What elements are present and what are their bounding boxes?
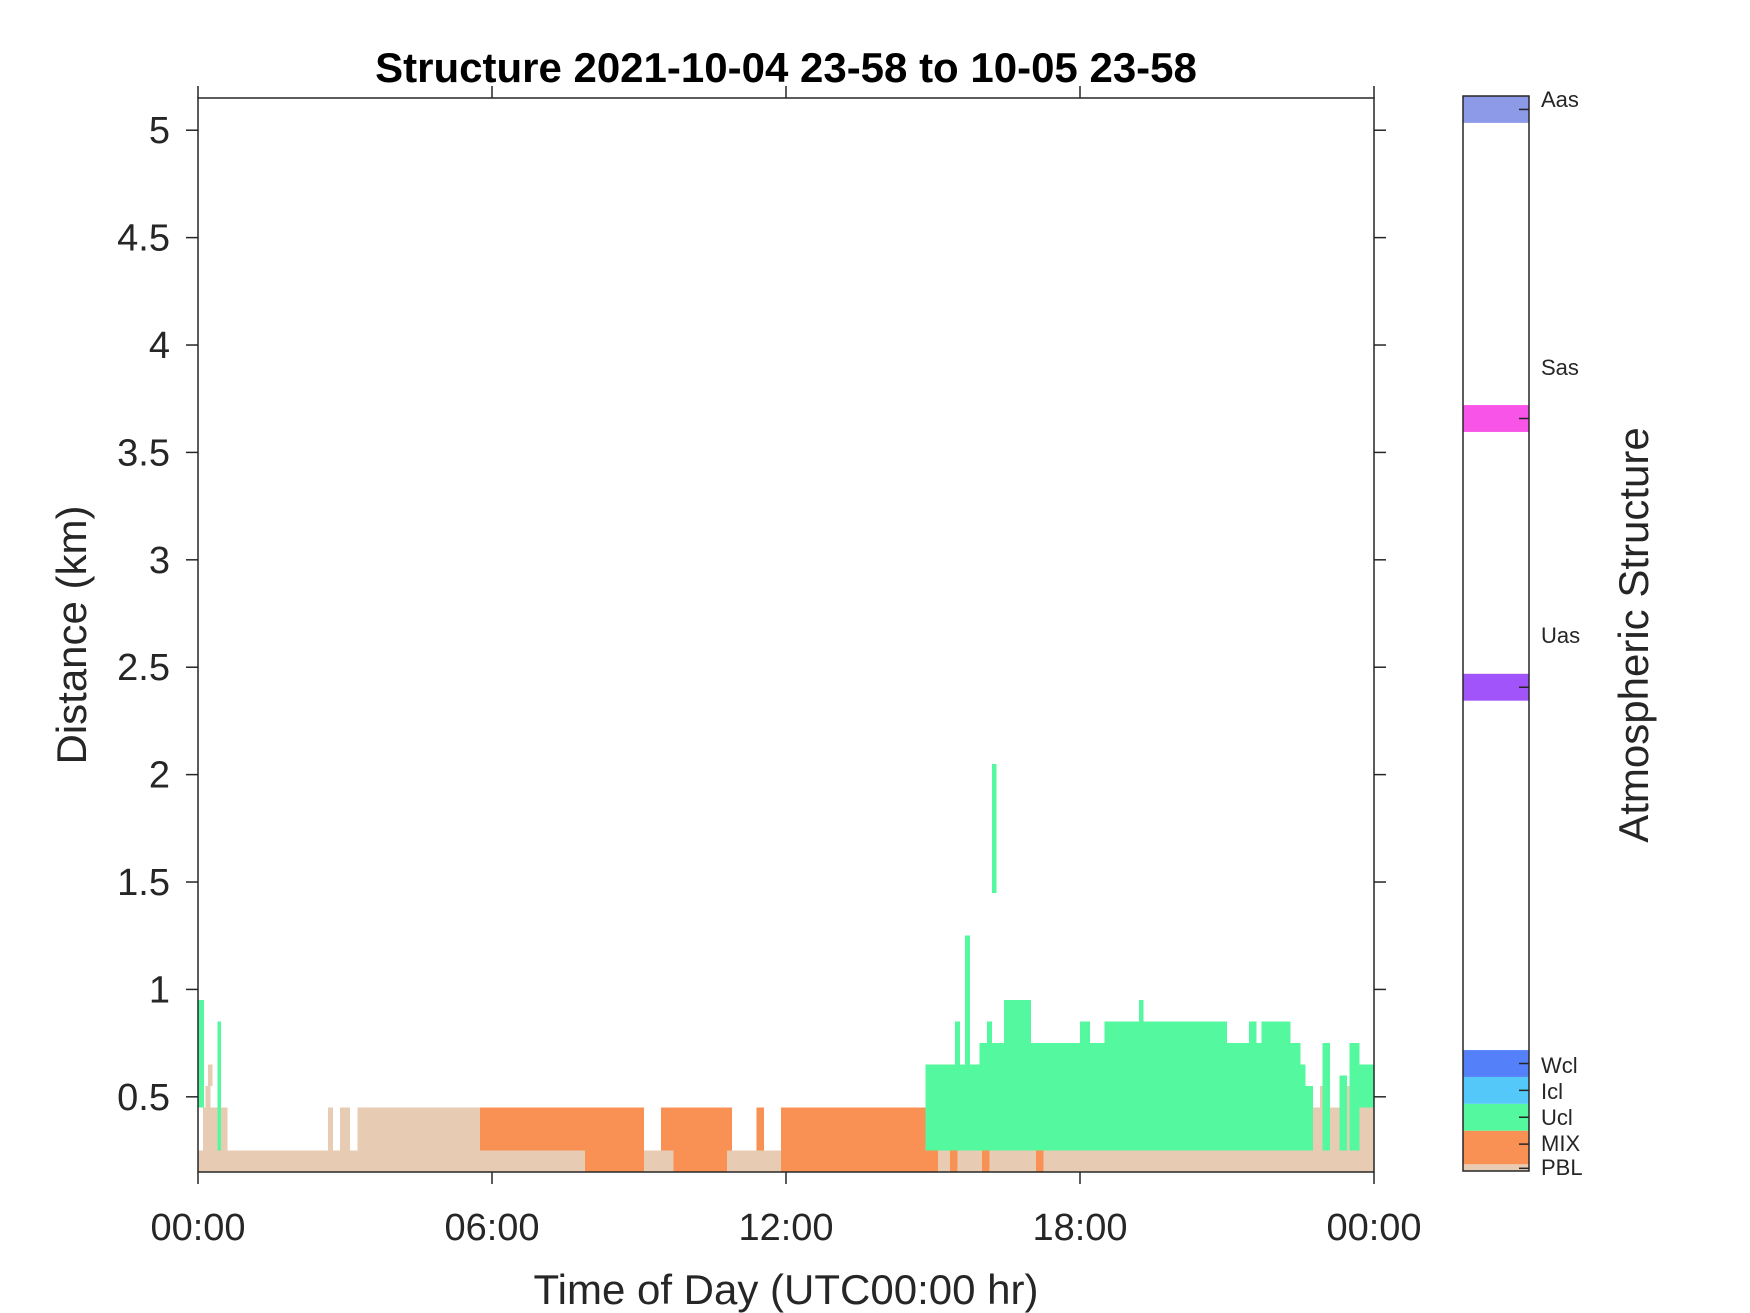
colorbar-label-mix: MIX bbox=[1541, 1131, 1580, 1156]
y-tick-label: 4.5 bbox=[117, 218, 170, 260]
structure-cell-pbl bbox=[327, 1107, 333, 1151]
y-tick-label: 1.5 bbox=[117, 862, 170, 904]
structure-cell-ucl bbox=[1138, 1000, 1144, 1022]
structure-cell-ucl bbox=[1359, 1064, 1374, 1108]
structure-cell-mix bbox=[673, 1150, 728, 1172]
y-tick-label: 1 bbox=[149, 969, 170, 1011]
colorbar-band-mix bbox=[1463, 1130, 1529, 1165]
plot-data-layer bbox=[198, 763, 1374, 1172]
structure-cell-ucl bbox=[1339, 1075, 1348, 1151]
structure-cell-mix bbox=[982, 1150, 990, 1172]
structure-cell-ucl bbox=[1349, 1043, 1360, 1151]
structure-cell-pbl bbox=[205, 1086, 211, 1108]
colorbar-label-icl: Icl bbox=[1541, 1079, 1563, 1104]
structure-cell-mix bbox=[661, 1107, 733, 1151]
structure-cell-ucl bbox=[986, 1021, 992, 1044]
colorbar-band-uas bbox=[1463, 673, 1529, 701]
colorbar-band-wcl bbox=[1463, 1050, 1529, 1077]
structure-cell-pbl bbox=[357, 1107, 480, 1151]
structure-cell-mix bbox=[781, 1150, 938, 1172]
chart-title: Structure 2021-10-04 23-58 to 10-05 23-5… bbox=[375, 44, 1197, 91]
x-tick-label: 00:00 bbox=[1326, 1207, 1421, 1249]
colorbar-band-ucl bbox=[1463, 1103, 1529, 1131]
colorbar-band-aas bbox=[1463, 96, 1529, 123]
colorbar-band-sas bbox=[1463, 405, 1529, 432]
y-tick-label: 3.5 bbox=[117, 432, 170, 474]
structure-cell-ucl bbox=[979, 1043, 1301, 1065]
colorbar-label-pbl: PBL bbox=[1541, 1155, 1583, 1180]
x-tick-label: 00:00 bbox=[150, 1207, 245, 1249]
x-axis-label: Time of Day (UTC00:00 hr) bbox=[534, 1266, 1039, 1313]
structure-cell-mix bbox=[950, 1150, 958, 1172]
structure-cell-mix bbox=[479, 1107, 644, 1151]
structure-cell-mix bbox=[781, 1107, 926, 1151]
structure-cell-ucl bbox=[925, 1064, 1306, 1151]
structure-cell-ucl bbox=[955, 1021, 960, 1065]
structure-cell-mix bbox=[1035, 1150, 1044, 1172]
colorbar-label-wcl: Wcl bbox=[1541, 1053, 1578, 1078]
colorbar-label-uas: Uas bbox=[1541, 623, 1580, 648]
colorbar-label-ucl: Ucl bbox=[1541, 1105, 1573, 1130]
x-tick-label: 18:00 bbox=[1032, 1207, 1127, 1249]
structure-cell-ucl bbox=[198, 1000, 204, 1108]
colorbar-band-pbl bbox=[1463, 1164, 1529, 1171]
y-axis: 0.5 1 1.5 2 2.5 3 3.5 4 4.5 5 bbox=[117, 110, 1386, 1119]
structure-cell-ucl bbox=[217, 1021, 222, 1151]
y-tick-label: 5 bbox=[149, 110, 170, 152]
structure-cell-pbl bbox=[340, 1107, 350, 1151]
colorbar-band-icl bbox=[1463, 1076, 1529, 1104]
structure-cell-ucl bbox=[964, 935, 970, 1065]
colorbar-label-sas: Sas bbox=[1541, 355, 1579, 380]
structure-cell-mix bbox=[585, 1150, 644, 1172]
structure-cell-pbl bbox=[202, 1107, 228, 1151]
structure-cell-ucl bbox=[1104, 1021, 1227, 1044]
colorbar-label-aas: Aas bbox=[1541, 87, 1579, 112]
y-tick-label: 4 bbox=[149, 325, 170, 367]
y-tick-label: 2.5 bbox=[117, 647, 170, 689]
structure-cell-ucl bbox=[1305, 1086, 1313, 1151]
structure-cell-ucl bbox=[1261, 1021, 1291, 1044]
structure-cell-ucl bbox=[991, 763, 997, 893]
colorbar-label: Atmospheric Structure bbox=[1610, 427, 1657, 843]
y-tick-label: 0.5 bbox=[117, 1077, 170, 1119]
y-axis-label: Distance (km) bbox=[48, 505, 95, 764]
x-tick-label: 12:00 bbox=[738, 1207, 833, 1249]
x-axis: 00:00 06:00 12:00 18:00 00:00 bbox=[150, 86, 1422, 1249]
structure-cell-mix bbox=[756, 1107, 764, 1151]
colorbar-frame bbox=[1462, 95, 1530, 1172]
structure-cell-ucl bbox=[1249, 1021, 1257, 1044]
x-tick-label: 06:00 bbox=[444, 1207, 539, 1249]
y-tick-label: 3 bbox=[149, 540, 170, 582]
structure-cell-ucl bbox=[1080, 1021, 1090, 1044]
plot-frame bbox=[197, 97, 1375, 1173]
structure-cell-ucl bbox=[1322, 1043, 1330, 1151]
y-tick-label: 2 bbox=[149, 755, 170, 797]
structure-cell-ucl bbox=[1004, 1000, 1031, 1044]
structure-cell-pbl bbox=[207, 1064, 213, 1087]
